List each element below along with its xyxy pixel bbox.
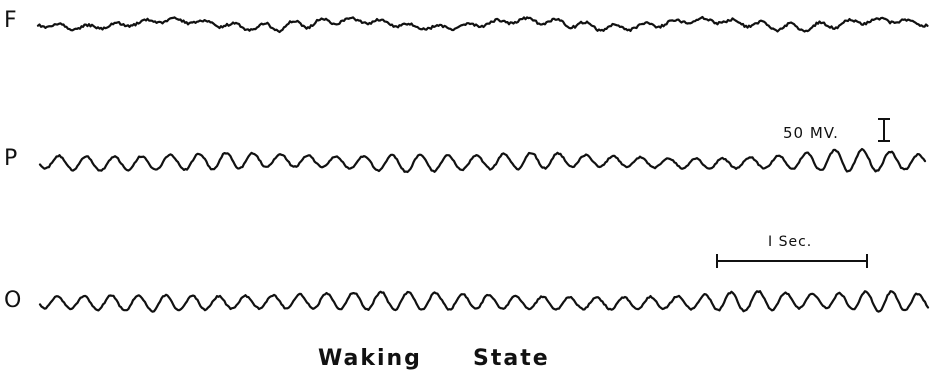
lead-label-parietal: P: [4, 146, 18, 171]
eeg-trace-frontal: [36, 15, 929, 34]
amplitude-calibration-label: 50 MV.: [783, 124, 839, 142]
lead-label-frontal: F: [4, 8, 17, 33]
eeg-trace-parietal: [38, 147, 927, 174]
lead-label-occipital: O: [4, 288, 22, 313]
time-calibration-label: I Sec.: [768, 234, 813, 250]
eeg-trace-occipital: [38, 290, 930, 313]
time-calibration-bar: [716, 254, 868, 268]
amplitude-calibration-bar: [878, 118, 890, 142]
caption-word-waking: Waking: [318, 346, 422, 371]
caption-word-state: State: [473, 346, 550, 371]
